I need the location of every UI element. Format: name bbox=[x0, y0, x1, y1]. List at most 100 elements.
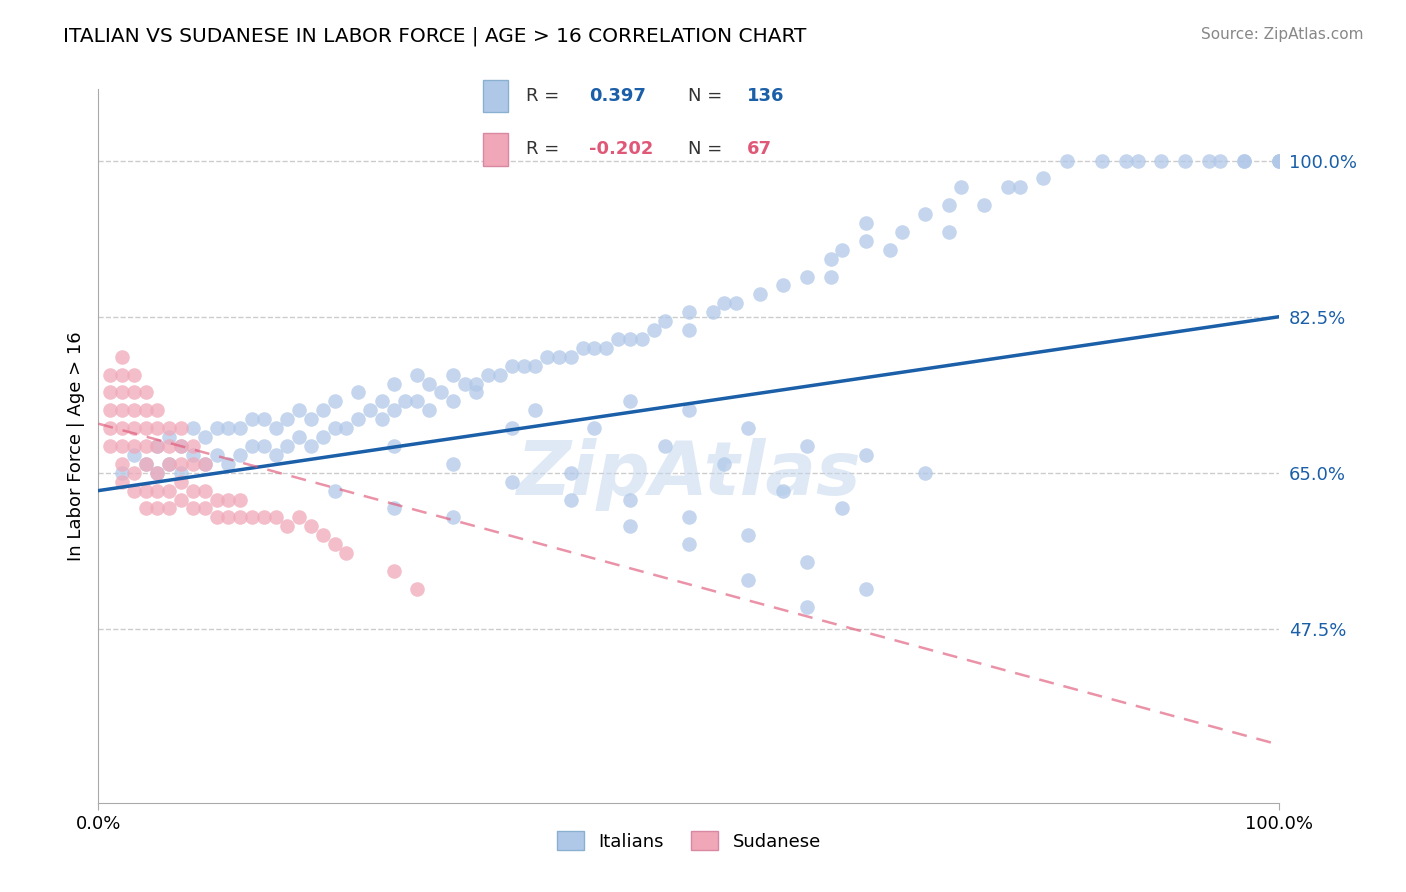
Point bbox=[111, 439, 134, 453]
Point bbox=[312, 403, 335, 417]
Point bbox=[122, 439, 145, 453]
Point bbox=[1268, 153, 1291, 168]
Point bbox=[157, 430, 180, 444]
Point bbox=[157, 483, 180, 498]
Point bbox=[98, 403, 121, 417]
Text: R =: R = bbox=[526, 87, 560, 105]
Bar bbox=[482, 79, 509, 112]
Point bbox=[135, 483, 157, 498]
Point bbox=[678, 305, 700, 319]
Point bbox=[135, 457, 157, 471]
Point bbox=[796, 555, 818, 569]
Point bbox=[194, 457, 217, 471]
Point bbox=[1032, 171, 1054, 186]
Point bbox=[111, 466, 134, 480]
Point bbox=[347, 412, 370, 426]
Point bbox=[335, 546, 357, 560]
Point bbox=[643, 323, 665, 337]
Point bbox=[98, 421, 121, 435]
Point bbox=[111, 421, 134, 435]
Point bbox=[465, 376, 488, 391]
Point bbox=[122, 448, 145, 462]
Point bbox=[170, 475, 193, 489]
Point bbox=[678, 537, 700, 551]
Point bbox=[135, 385, 157, 400]
Text: Source: ZipAtlas.com: Source: ZipAtlas.com bbox=[1201, 27, 1364, 42]
Point bbox=[253, 412, 276, 426]
Point bbox=[938, 225, 960, 239]
Point bbox=[146, 439, 169, 453]
Point bbox=[157, 421, 180, 435]
Point bbox=[713, 457, 735, 471]
Point bbox=[489, 368, 512, 382]
Legend: Italians, Sudanese: Italians, Sudanese bbox=[550, 824, 828, 858]
Point bbox=[111, 385, 134, 400]
Point bbox=[382, 564, 405, 578]
Point bbox=[312, 430, 335, 444]
Point bbox=[194, 430, 217, 444]
Point bbox=[796, 599, 818, 614]
Point bbox=[560, 350, 582, 364]
Point bbox=[146, 466, 169, 480]
Point bbox=[772, 483, 794, 498]
Point bbox=[1198, 153, 1220, 168]
Point bbox=[1233, 153, 1256, 168]
Point bbox=[157, 457, 180, 471]
Point bbox=[831, 501, 853, 516]
Point bbox=[524, 403, 547, 417]
Point bbox=[382, 501, 405, 516]
Point bbox=[217, 421, 239, 435]
Point bbox=[146, 466, 169, 480]
Point bbox=[170, 466, 193, 480]
Point bbox=[1091, 153, 1114, 168]
Point bbox=[477, 368, 499, 382]
Bar bbox=[482, 133, 509, 166]
Point bbox=[371, 412, 394, 426]
Point bbox=[288, 403, 311, 417]
Point bbox=[855, 234, 877, 248]
Point bbox=[146, 421, 169, 435]
Point bbox=[855, 582, 877, 596]
Point bbox=[170, 439, 193, 453]
Point bbox=[441, 394, 464, 409]
Point bbox=[146, 483, 169, 498]
Point bbox=[217, 457, 239, 471]
Point bbox=[654, 439, 676, 453]
Point bbox=[394, 394, 416, 409]
Point bbox=[1150, 153, 1173, 168]
Point bbox=[418, 403, 440, 417]
Point bbox=[820, 252, 842, 266]
Point bbox=[595, 341, 617, 355]
Point bbox=[1268, 153, 1291, 168]
Point bbox=[619, 492, 641, 507]
Text: ZipAtlas: ZipAtlas bbox=[516, 438, 862, 511]
Point bbox=[205, 448, 228, 462]
Point bbox=[122, 403, 145, 417]
Point bbox=[583, 341, 606, 355]
Point bbox=[1008, 180, 1031, 194]
Point bbox=[855, 216, 877, 230]
Point bbox=[855, 448, 877, 462]
Point bbox=[748, 287, 770, 301]
Point bbox=[205, 421, 228, 435]
Point bbox=[973, 198, 995, 212]
Point bbox=[607, 332, 630, 346]
Point bbox=[619, 332, 641, 346]
Point bbox=[441, 510, 464, 524]
Point bbox=[548, 350, 571, 364]
Point bbox=[406, 368, 429, 382]
Point bbox=[796, 439, 818, 453]
Point bbox=[371, 394, 394, 409]
Point bbox=[181, 483, 204, 498]
Point bbox=[501, 475, 523, 489]
Point bbox=[135, 421, 157, 435]
Point bbox=[312, 528, 335, 542]
Point bbox=[229, 421, 252, 435]
Point bbox=[418, 376, 440, 391]
Point bbox=[181, 421, 204, 435]
Point bbox=[264, 448, 287, 462]
Point bbox=[98, 368, 121, 382]
Point bbox=[299, 439, 322, 453]
Point bbox=[111, 368, 134, 382]
Point bbox=[406, 582, 429, 596]
